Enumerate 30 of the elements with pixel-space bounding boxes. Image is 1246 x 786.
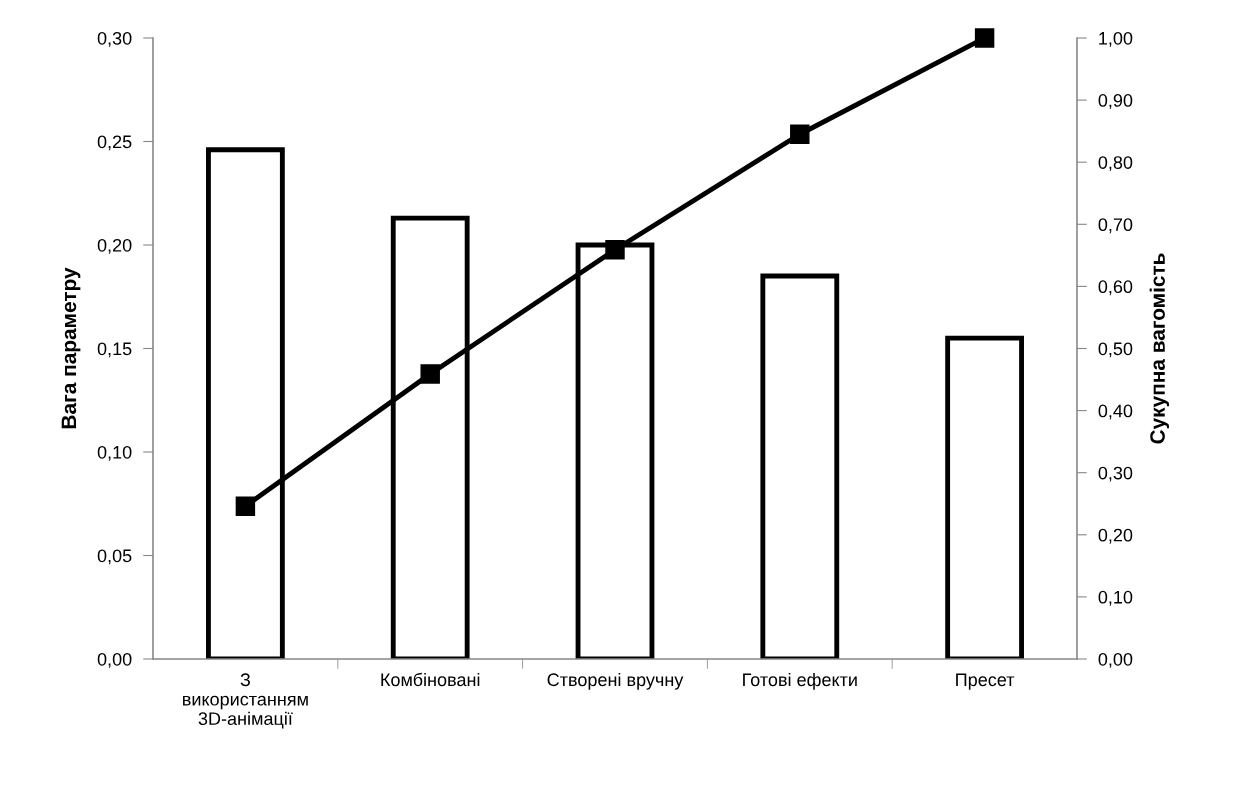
point — [974, 28, 995, 48]
y2-tick-label: 0,00 — [1098, 652, 1133, 668]
y2-tick-label: 0,80 — [1098, 156, 1133, 172]
y2-tick-label: 1,00 — [1099, 31, 1133, 47]
y2-tick-label: 0,20 — [1098, 528, 1133, 544]
y-axis-title: Вага параметру — [61, 267, 81, 429]
y-tick-label: 0,05 — [97, 549, 132, 565]
x-tick-label: З використанням 3D-анімації — [183, 673, 308, 729]
y-tick-label: 0,10 — [97, 445, 132, 461]
y2-tick-label: 0,40 — [1098, 404, 1133, 420]
y-tick-label: 0,20 — [97, 238, 132, 254]
x-tick-label: Створені вручну — [547, 672, 684, 690]
y-tick-label: 0,00 — [97, 652, 132, 668]
y2-tick-label: 0,50 — [1098, 342, 1133, 358]
y-tick-label: 0,15 — [97, 342, 132, 358]
y2-tick-label: 0,90 — [1098, 94, 1133, 109]
y2-tick-label: 0,70 — [1098, 218, 1133, 234]
y2-axis-title: Сукупна вагомість — [1149, 253, 1170, 444]
point — [235, 496, 256, 516]
y-tick-label: 0,25 — [97, 135, 132, 151]
y2-tick-label: 0,10 — [1098, 590, 1133, 606]
point — [420, 364, 440, 384]
point — [790, 124, 810, 144]
x-tick-label: Пресет — [956, 673, 1015, 690]
y2-tick-label: 0,60 — [1098, 280, 1133, 296]
y-tick-label: 0,30 — [97, 31, 132, 47]
x-tick-label: Комбіновані — [381, 672, 480, 687]
x-tick-label: Готові ефекти — [743, 672, 857, 690]
point — [605, 240, 625, 260]
y2-tick-label: 0,30 — [1098, 466, 1133, 482]
